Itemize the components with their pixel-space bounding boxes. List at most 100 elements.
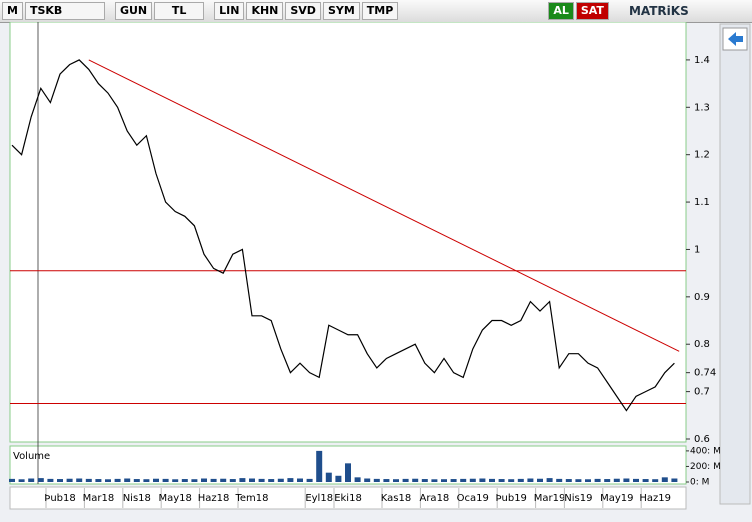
- logo: M: [2, 2, 23, 20]
- y-tick-label: 1.1: [694, 197, 710, 208]
- volume-bar: [181, 479, 188, 482]
- volume-bar: [172, 479, 179, 482]
- sell-button[interactable]: SAT: [575, 2, 609, 20]
- toolbar-button[interactable]: GUN: [114, 2, 153, 20]
- volume-bar: [402, 478, 409, 482]
- brand: MATRiKS: [628, 4, 689, 18]
- volume-bar: [594, 478, 601, 482]
- volume-bar: [249, 478, 255, 482]
- volume-bar: [287, 478, 294, 482]
- price-line: [11, 59, 675, 412]
- volume-bar: [95, 479, 102, 482]
- y-tick-label: 200: M: [690, 462, 721, 472]
- volume-bar: [28, 478, 35, 482]
- x-axis-frame: [9, 486, 687, 510]
- volume-bar: [66, 478, 73, 482]
- volume-bar: [412, 478, 419, 482]
- y-tick-label: 1: [694, 244, 700, 255]
- y-tick-label: 0.9: [694, 292, 710, 303]
- y-tick-label: 1.4: [694, 55, 710, 66]
- y-tick-label: 0.74: [694, 368, 716, 379]
- volume-bar: [124, 478, 131, 482]
- symbol-box[interactable]: TSKB: [24, 2, 105, 20]
- volume-bar: [191, 479, 198, 482]
- x-tick-label: Haz18: [198, 493, 230, 504]
- volume-bar: [623, 478, 630, 482]
- x-tick-label: Nis19: [564, 493, 592, 504]
- volume-bar: [306, 478, 313, 482]
- x-tick-label: Kas18: [381, 493, 411, 504]
- y-tick-label: 400: M: [690, 446, 721, 456]
- volume-bar: [508, 479, 515, 482]
- buy-button[interactable]: AL: [548, 2, 574, 20]
- x-tick-label: Eyl18: [305, 493, 333, 504]
- volume-bar: [364, 478, 371, 482]
- x-tick-label: Haz19: [639, 493, 671, 504]
- volume-title: Volume: [13, 451, 50, 462]
- volume-bar: [479, 478, 486, 482]
- side-panel: [719, 23, 751, 505]
- chart: Volume 0.6 0.7 0.74 0.8 0.9 1 1.1 1.2 1.3 1.4 Þub1…: [9, 22, 751, 510]
- x-tick-label: Mar19: [534, 493, 566, 504]
- volume-bar: [460, 478, 467, 482]
- volume-bar: [76, 478, 83, 482]
- volume-bar: [18, 479, 25, 482]
- trend-line: [88, 59, 680, 352]
- toolbar-button[interactable]: SYM: [322, 2, 360, 20]
- y-tick-label: 0.7: [694, 387, 710, 398]
- volume-bar: [354, 477, 361, 482]
- volume-bar: [393, 479, 399, 482]
- x-tick-label: Mar18: [83, 493, 115, 504]
- toolbar-button[interactable]: LIN: [214, 2, 245, 20]
- y-tick-label: 0.8: [694, 339, 710, 350]
- x-tick-label: May18: [158, 493, 191, 504]
- volume-bar: [642, 479, 649, 482]
- arrow-icon: [728, 32, 743, 46]
- x-tick-label: May19: [600, 493, 633, 504]
- toolbar-button[interactable]: TL: [154, 2, 205, 20]
- volume-bar: [613, 478, 620, 482]
- volume-bar: [105, 479, 111, 482]
- toolbar: M TSKB GUN TL LIN KHN SVD SYM TMP AL SAT…: [0, 0, 752, 23]
- volume-bar: [268, 479, 275, 482]
- volume-bar: [383, 479, 390, 482]
- volume-bar: [201, 478, 207, 482]
- volume-bar: [652, 479, 659, 482]
- volume-bar: [335, 475, 342, 482]
- volume-bar: [431, 479, 438, 482]
- volume-bar: [258, 478, 265, 482]
- volume-bar: [57, 479, 63, 482]
- volume-bar: [575, 479, 582, 482]
- volume-bar: [604, 479, 611, 482]
- x-tick-label: Nis18: [123, 493, 151, 504]
- toolbar-button[interactable]: TMP: [361, 2, 399, 20]
- volume-bar: [277, 478, 284, 482]
- volume-bar: [210, 478, 217, 482]
- volume-bar: [441, 479, 447, 482]
- volume-bar: [316, 450, 323, 482]
- x-tick-label: Eki18: [334, 493, 362, 504]
- x-tick-label: Þub19: [495, 493, 526, 504]
- volume-bar: [153, 478, 159, 482]
- toolbar-button[interactable]: SVD: [285, 2, 321, 20]
- x-tick-label: Þub18: [44, 493, 75, 504]
- y-tick-label: 1.3: [694, 102, 710, 113]
- toolbar-button[interactable]: KHN: [246, 2, 284, 20]
- volume-bar: [527, 478, 534, 482]
- y-tick-label: 0: M: [690, 478, 709, 488]
- volume-bar: [421, 479, 428, 482]
- volume-bar: [143, 479, 150, 482]
- volume-bar: [489, 478, 495, 482]
- volume-bar: [239, 478, 246, 482]
- volume-bar: [345, 463, 351, 482]
- x-tick-label: Oca19: [457, 493, 489, 504]
- volume-bar: [671, 478, 678, 482]
- volume-bar: [537, 478, 543, 482]
- plot-frame: [9, 22, 687, 443]
- volume-bar: [37, 478, 44, 482]
- x-tick-label: Ara18: [419, 493, 449, 504]
- volume-bar: [450, 479, 457, 482]
- volume-bar: [85, 478, 92, 482]
- volume-bar: [373, 478, 380, 482]
